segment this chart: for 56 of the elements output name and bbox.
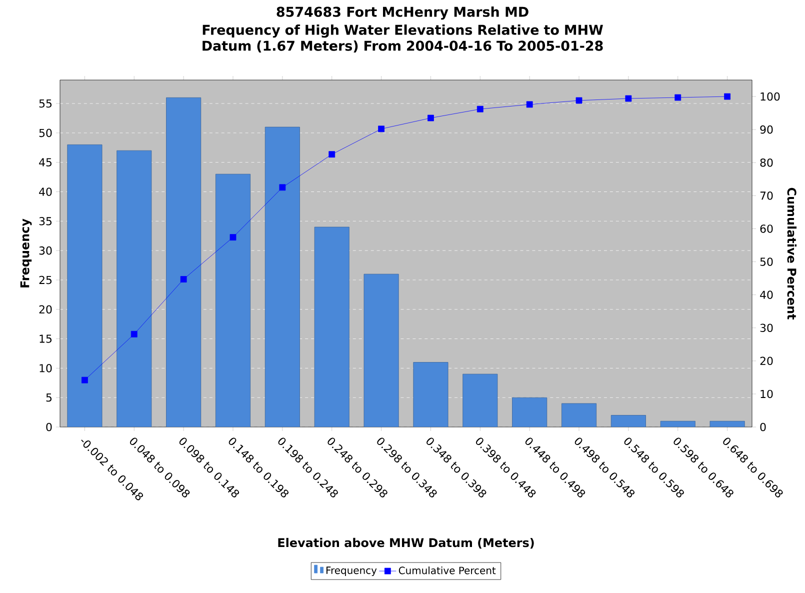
point: [625, 95, 632, 102]
y-tick-label: 30: [39, 246, 52, 255]
bar: [364, 274, 399, 427]
bar: [413, 362, 448, 427]
y-tick-label: 15: [40, 334, 52, 343]
y2-tick-label: 70: [760, 192, 773, 200]
y-tick-label: 35: [39, 217, 52, 226]
point: [428, 114, 434, 122]
bar: [216, 174, 250, 427]
point: [576, 97, 582, 104]
y2-tick-label: 0: [760, 422, 766, 432]
bar: [166, 97, 202, 427]
bar: [562, 403, 597, 427]
point: [230, 234, 236, 241]
point: [674, 94, 682, 101]
bar: [314, 226, 350, 427]
legend-label: Frequency: [326, 566, 377, 576]
y-tick-label: 0: [46, 422, 52, 432]
y2-tick-label: 100: [760, 92, 780, 101]
y2-tick-label: 40: [760, 290, 773, 299]
y-tick-label: 20: [39, 305, 52, 314]
bar: [116, 150, 152, 427]
point: [82, 376, 88, 384]
y-tick-label: 50: [39, 128, 52, 138]
y2-tick-label: 90: [760, 125, 773, 134]
point: [328, 151, 336, 158]
y-tick-label: 5: [46, 394, 52, 402]
bar: [462, 374, 498, 427]
bar: [512, 397, 548, 427]
bar: [67, 144, 102, 427]
bar: [611, 415, 646, 427]
y2-tick-label: 60: [760, 224, 773, 233]
y-axis-title: Frequency: [20, 218, 32, 288]
y-tick-label: 10: [40, 364, 52, 372]
y2-tick-label: 30: [760, 324, 773, 332]
y2-tick-label: 10: [760, 390, 773, 398]
point: [724, 93, 730, 100]
y-tick-label: 45: [39, 158, 52, 166]
chart-subtitle: Frequency of High Water Elevations Relative to MHW Datum (1.67 Meters) From 2004-04-16 To 2005-01-28: [202, 24, 603, 52]
y2-tick-label: 80: [760, 158, 773, 167]
x-axis-title: Elevation above MHW Datum (Meters): [278, 538, 534, 549]
point: [378, 126, 384, 132]
y2-axis-title: Cumulative Percent: [787, 188, 797, 320]
point: [526, 101, 533, 108]
point: [180, 276, 187, 282]
point: [130, 330, 138, 338]
y2-tick-label: 20: [760, 356, 773, 366]
bar: [264, 126, 300, 427]
legend-label: Cumulative Percent: [398, 566, 496, 574]
chart-title: 8574683 Fort McHenry Marsh MD: [276, 6, 528, 20]
point: [476, 106, 484, 112]
y-tick-label: 40: [39, 188, 52, 196]
y-tick-label: 25: [39, 276, 52, 284]
point: [279, 184, 286, 191]
y2-tick-label: 50: [760, 258, 773, 266]
y-tick-label: 55: [39, 99, 52, 108]
